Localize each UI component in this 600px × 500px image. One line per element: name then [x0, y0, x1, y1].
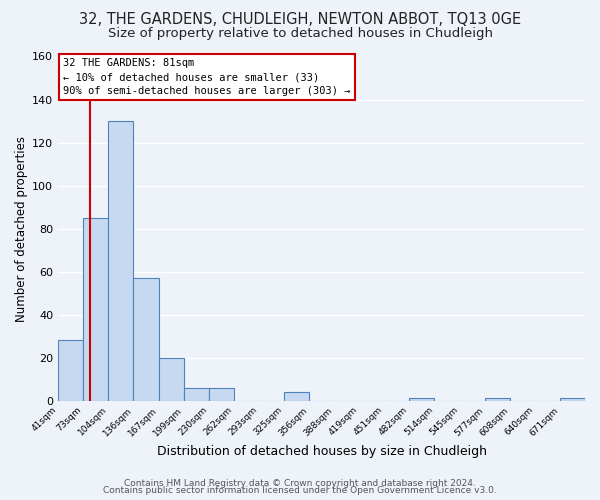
Bar: [158, 358, 184, 401]
Bar: [209, 388, 234, 400]
Text: 32 THE GARDENS: 81sqm
← 10% of detached houses are smaller (33)
90% of semi-deta: 32 THE GARDENS: 81sqm ← 10% of detached …: [64, 58, 351, 96]
Text: Size of property relative to detached houses in Chudleigh: Size of property relative to detached ho…: [107, 28, 493, 40]
Bar: [133, 278, 158, 400]
Text: 32, THE GARDENS, CHUDLEIGH, NEWTON ABBOT, TQ13 0GE: 32, THE GARDENS, CHUDLEIGH, NEWTON ABBOT…: [79, 12, 521, 28]
X-axis label: Distribution of detached houses by size in Chudleigh: Distribution of detached houses by size …: [157, 444, 487, 458]
Bar: [58, 340, 83, 400]
Text: Contains HM Land Registry data © Crown copyright and database right 2024.: Contains HM Land Registry data © Crown c…: [124, 478, 476, 488]
Bar: [560, 398, 585, 400]
Bar: [83, 218, 109, 400]
Text: Contains public sector information licensed under the Open Government Licence v3: Contains public sector information licen…: [103, 486, 497, 495]
Bar: [485, 398, 510, 400]
Bar: [109, 121, 133, 400]
Y-axis label: Number of detached properties: Number of detached properties: [15, 136, 28, 322]
Bar: [184, 388, 209, 400]
Bar: [284, 392, 309, 400]
Bar: [409, 398, 434, 400]
